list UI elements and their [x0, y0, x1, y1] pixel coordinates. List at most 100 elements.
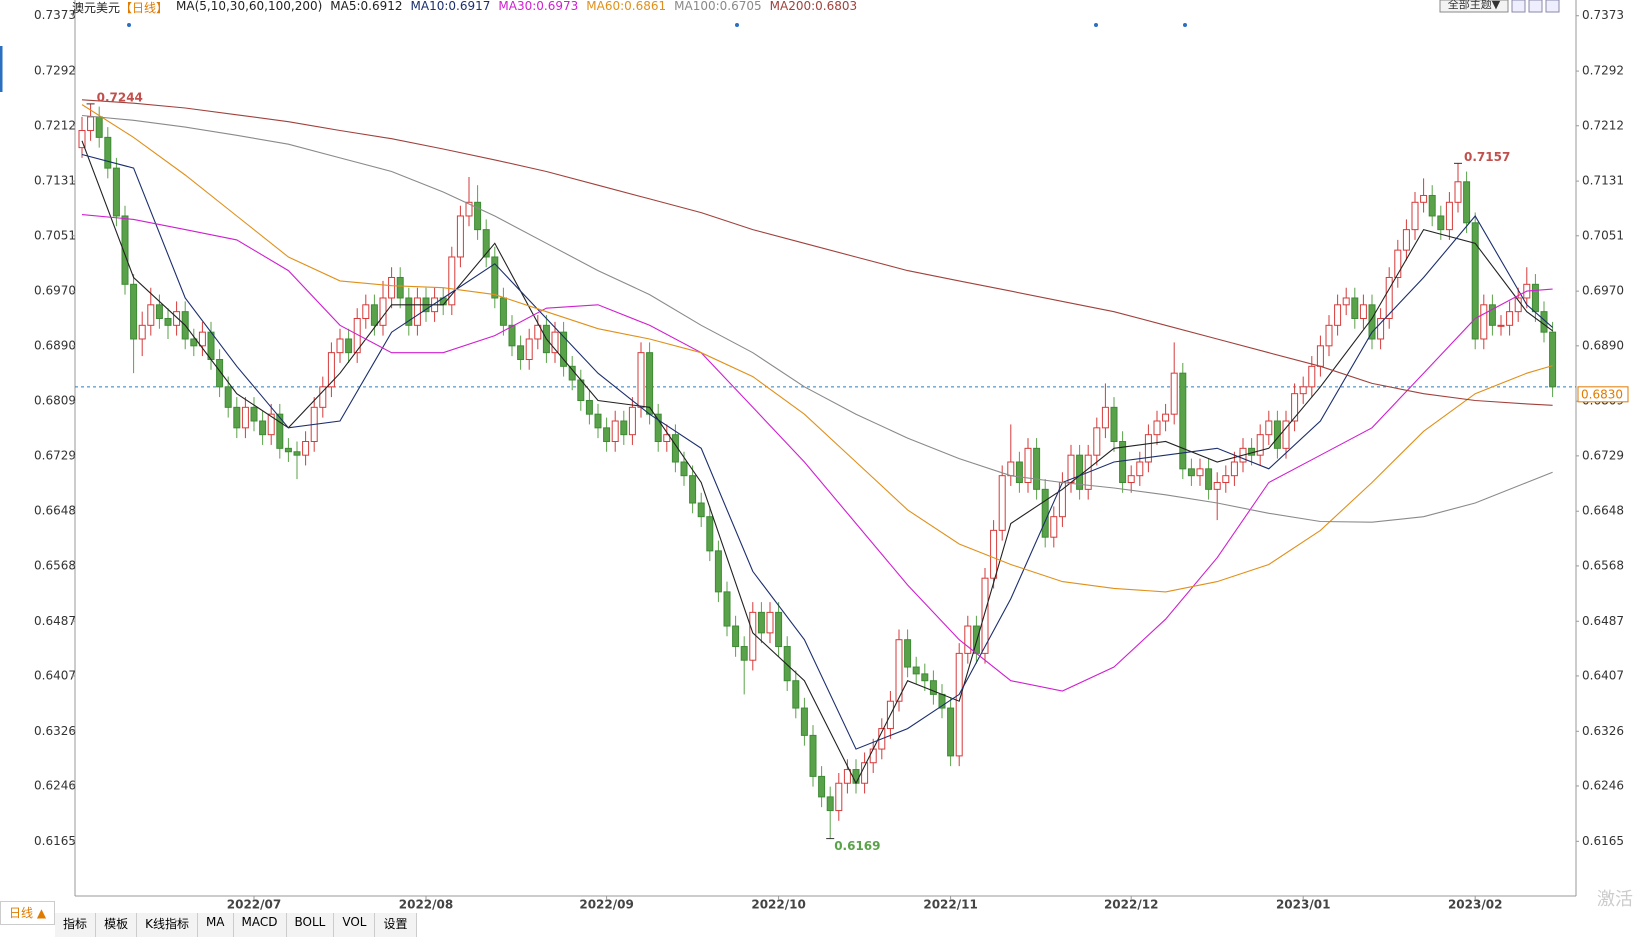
y-tick-label-right: 0.6970 — [1582, 284, 1624, 298]
candle-body — [1213, 482, 1221, 490]
tool-button[interactable] — [1545, 0, 1560, 13]
candle-body — [413, 297, 421, 326]
candle-body — [1402, 229, 1410, 251]
candle-body — [1394, 249, 1402, 278]
candle-body — [164, 317, 172, 326]
tool-button[interactable] — [1528, 0, 1543, 13]
tab[interactable]: MACD — [233, 913, 287, 937]
candle-body — [1445, 201, 1453, 231]
candle-body — [783, 646, 791, 682]
ma-line — [81, 99, 1553, 406]
extreme-label: 0.7157 — [1464, 150, 1510, 164]
y-tick-label: 0.6890 — [34, 338, 76, 352]
ma-line — [81, 140, 1553, 785]
candle-body — [190, 338, 198, 347]
candle-body — [130, 283, 138, 340]
candle-body — [78, 130, 86, 149]
tab[interactable]: MA — [197, 913, 234, 937]
tab[interactable]: 模板 — [96, 913, 138, 937]
candle-body — [396, 276, 404, 299]
candle-body — [1007, 461, 1015, 477]
candle-body — [1325, 324, 1333, 347]
candle-body — [112, 167, 120, 217]
y-tick-label-right: 0.6407 — [1582, 668, 1624, 682]
last-price-label: 0.6830 — [1581, 387, 1623, 401]
legend-entry: MA10:0.6917 — [410, 0, 491, 13]
candle-body — [740, 646, 748, 661]
y-tick-label: 0.6326 — [34, 724, 76, 738]
candle-body — [809, 734, 817, 777]
candle-body — [405, 297, 413, 326]
candle-body — [525, 338, 533, 360]
candle-body — [1291, 393, 1299, 422]
candle-body — [276, 413, 284, 449]
candle-body — [224, 386, 232, 408]
candle-body — [482, 229, 490, 258]
tab[interactable]: BOLL — [286, 913, 335, 937]
y-tick-label-right: 0.6890 — [1582, 338, 1624, 352]
instrument: 澳元美元 — [72, 1, 121, 15]
candle-body — [499, 297, 507, 326]
candle-body — [104, 136, 112, 169]
x-tick-label: 2023/01 — [1276, 898, 1330, 912]
tab[interactable]: 设置 — [375, 913, 417, 937]
candle-body — [207, 331, 215, 360]
candle-body — [319, 386, 327, 408]
candle-body — [465, 201, 473, 217]
candle-body — [1179, 372, 1187, 470]
ma-line — [81, 153, 1553, 750]
candle-body — [147, 304, 155, 326]
legend-header: 澳元美元 【日线】 MA(5,10,30,60,100,200) MA5:0.6912… — [72, 0, 857, 16]
theme-button-label[interactable]: 全部主题▼ — [1448, 0, 1501, 11]
x-tick-label: 2022/08 — [399, 898, 453, 912]
candle-body — [818, 775, 826, 798]
tool-button[interactable] — [1511, 0, 1526, 13]
candle-body — [121, 215, 129, 285]
candle-body — [1282, 420, 1290, 449]
y-tick-label-right: 0.6648 — [1582, 504, 1624, 518]
event-dot — [1183, 23, 1187, 27]
candle-body — [379, 297, 387, 326]
y-tick-label-right: 0.6729 — [1582, 448, 1624, 462]
candle-body — [216, 358, 224, 388]
candle-body — [697, 502, 705, 518]
candle-body — [1153, 420, 1161, 436]
watermark: 激活 — [1597, 889, 1633, 910]
tab[interactable]: 指标 — [55, 913, 97, 937]
candle-body — [370, 304, 378, 326]
candle-body — [1506, 311, 1514, 326]
candle-body — [1299, 386, 1307, 395]
candle-body — [1549, 331, 1557, 388]
candle-body — [826, 796, 834, 812]
y-tick-label-right: 0.7131 — [1582, 174, 1624, 188]
candle-body — [611, 420, 619, 443]
candle-body — [585, 400, 593, 415]
candle-body — [1385, 276, 1393, 319]
candle-body — [1480, 304, 1488, 340]
candle-body — [603, 427, 611, 443]
candle-body — [336, 338, 344, 354]
theme-button[interactable] — [1439, 0, 1509, 13]
candle-body — [1093, 427, 1101, 456]
candle-body — [732, 625, 740, 648]
y-tick-label: 0.6729 — [34, 448, 76, 462]
candle-body — [766, 611, 774, 634]
candle-body — [1463, 181, 1471, 224]
candle-body — [1205, 468, 1213, 490]
candle-body — [757, 611, 765, 634]
candle-body — [843, 769, 851, 784]
candle-body — [560, 331, 568, 367]
candle-body — [947, 707, 955, 757]
y-tick-label: 0.7212 — [34, 118, 76, 132]
candle-body — [800, 707, 808, 736]
tab[interactable]: VOL — [334, 913, 376, 937]
legend-entry: MA5:0.6912 — [330, 0, 403, 13]
candle-body — [456, 215, 464, 258]
candle-body — [1101, 406, 1109, 429]
tab[interactable]: K线指标 — [137, 913, 198, 937]
candle-body — [912, 666, 920, 675]
candle-body — [990, 529, 998, 579]
period-tab[interactable]: 日线 ▲ — [0, 901, 56, 925]
